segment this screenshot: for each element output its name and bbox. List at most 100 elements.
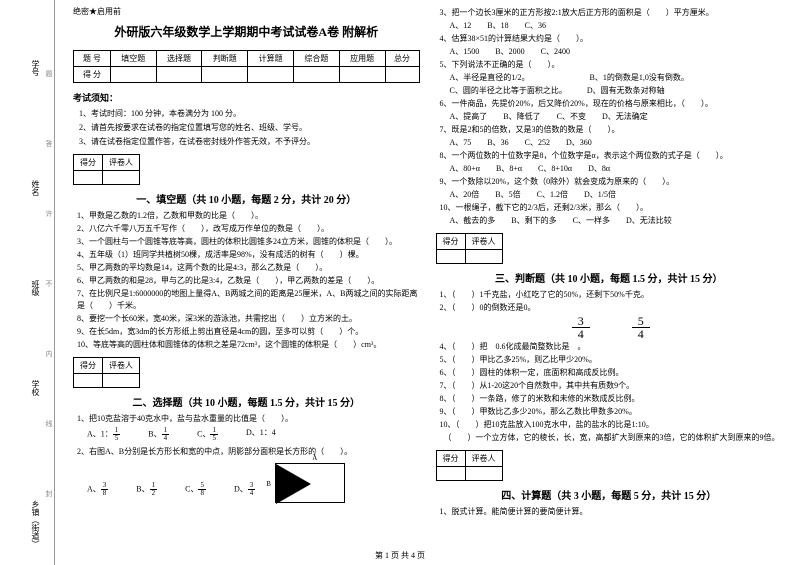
mark-cell[interactable]	[103, 170, 140, 184]
question: 1、把10克盐溶于40克水中，盐与盐水重量的比值是（ ）。	[77, 413, 420, 425]
seal-char: 题	[44, 70, 54, 77]
question: 1、甲数是乙数的1.2倍，乙数和甲数的比是（ ）。	[77, 210, 420, 222]
mark-cell: 得分	[436, 234, 465, 250]
page-footer: 第 1 页 共 4 页	[0, 550, 800, 561]
question: 6、甲乙两数的和是28，甲与乙的比是3:4，乙数是（ ），甲乙两数的差是（ ）。	[77, 275, 420, 287]
score-cell: 判断题	[202, 51, 248, 67]
options: C、圆的半径之比等于面积之比。 D、圆有无数条对称轴	[450, 85, 783, 97]
seal-char: 不	[44, 280, 54, 287]
score-cell[interactable]	[385, 67, 419, 83]
question: 3、一个圆柱与一个圆锥等底等高，圆柱的体积比圆锥多24立方米，圆锥的体积是（ ）…	[77, 236, 420, 248]
mark-cell: 得分	[74, 357, 103, 373]
score-cell[interactable]	[110, 67, 156, 83]
score-cell[interactable]	[248, 67, 294, 83]
question: 34 54	[440, 315, 783, 340]
mark-cell[interactable]	[74, 170, 103, 184]
score-cell: 选择题	[156, 51, 202, 67]
seal-char: 许	[44, 210, 54, 217]
mark-cell[interactable]	[465, 467, 502, 481]
question: 9、一个数除以20%，这个数（0除外）就会变成为原来的（ ）。	[440, 176, 783, 188]
question: 4、估算38×51的计算结果大约是（ ）。	[440, 33, 783, 45]
options: A、1500 B、2000 C、2400	[450, 46, 783, 58]
question: 6、一件商品，先提价20%，后又降价20%，现在的价格与原来相比，（ ）。	[440, 98, 783, 110]
opt: A、1：	[87, 429, 113, 438]
section-4-title: 四、计算题（共 3 小题，每题 5 分，共计 15 分）	[436, 487, 783, 502]
mark-cell[interactable]	[436, 467, 465, 481]
paper-title: 外研版六年级数学上学期期中考试试卷A卷 附解析	[73, 23, 420, 40]
question: 5、下列说法不正确的是（ ）。	[440, 59, 783, 71]
seal-char: 封	[44, 490, 54, 497]
fraction: 54	[632, 315, 650, 340]
question: 2、八亿六千零八万五千写作（ ），改写成万作单位的数是（ ）。	[77, 223, 420, 235]
options: A、提高了 B、降低了 C、不变 D、无法确定	[450, 111, 783, 123]
binding-margin: 乡镇（街道） 学校 班级 姓名 学号 封 线 内 不 许 答 题	[0, 0, 55, 565]
score-cell[interactable]	[202, 67, 248, 83]
mark-table: 得分评卷人	[436, 450, 503, 481]
score-cell: 计算题	[248, 51, 294, 67]
section-2-title: 二、选择题（共 10 小题，每题 1.5 分，共计 15 分）	[73, 394, 420, 409]
question: （ ）一个立方体，它的棱长，长，宽，高都扩大到原来的3倍，它的体积扩大到原来的9…	[440, 432, 783, 444]
mark-cell[interactable]	[74, 373, 103, 387]
mark-cell: 得分	[436, 451, 465, 467]
opt: D、1：4	[246, 427, 276, 442]
question: 1、脱式计算。能简便计算的要简便计算。	[440, 506, 783, 518]
opt: A、	[87, 484, 101, 493]
score-cell[interactable]	[293, 67, 339, 83]
field-name: 姓名	[30, 180, 41, 196]
score-cell: 应用题	[339, 51, 385, 67]
score-cell: 填空题	[110, 51, 156, 67]
options: A、20倍 B、5倍 C、1.2倍 D、1/5倍	[450, 189, 783, 201]
score-table: 题 号 填空题 选择题 判断题 计算题 综合题 应用题 总分 得 分	[73, 50, 420, 83]
options: A、截去的多 B、剩下的多 C、一样多 D、无法比较	[450, 215, 783, 227]
seal-char: 答	[44, 140, 54, 147]
notice-item: 2、请首先按要求在试卷的指定位置填写您的姓名、班级、学号。	[79, 122, 420, 133]
question: 10、等底等高的圆柱体和圆锥体的体积之差是72cm³，这个圆锥的体积是（ ）cm…	[77, 339, 420, 351]
question: 4、五年级（1）班同学共植树50棵，成活率是98%，没有成活的树有（ ）棵。	[77, 249, 420, 261]
question: 7、既是2和5的倍数，又是3的倍数的数是（ ）。	[440, 124, 783, 136]
question: 5、甲乙两数的平均数是14，这两个数的比是4:3，那么乙数是（ ）。	[77, 262, 420, 274]
opt: C、	[197, 429, 210, 438]
shaded-triangle	[276, 464, 311, 504]
options: A、75 B、36 C、252 D、360	[450, 137, 783, 149]
mark-cell[interactable]	[103, 373, 140, 387]
question: 8、一个两位数的十位数字是8，个位数字是α，表示这个两位数的式子是（ ）。	[440, 150, 783, 162]
field-township: 乡镇（街道）	[30, 500, 41, 548]
opt: D、	[234, 484, 248, 493]
options: A、80+α B、8+α C、8+10α D、8α	[450, 163, 783, 175]
mark-cell[interactable]	[436, 250, 465, 264]
mark-cell: 评卷人	[103, 357, 140, 373]
question: 1、（ ）1千克盐，小红吃了它的50%，还剩下50%千克。	[440, 289, 783, 301]
mark-cell[interactable]	[465, 250, 502, 264]
rectangle-figure: A B	[275, 463, 345, 503]
question: 8、（ ）一条路，修了的米数和未修的米数成反比例。	[440, 393, 783, 405]
score-cell: 总分	[385, 51, 419, 67]
score-cell: 得 分	[74, 67, 111, 83]
point-b-label: B	[266, 480, 271, 488]
left-column: 绝密★启用前 外研版六年级数学上学期期中考试试卷A卷 附解析 题 号 填空题 选…	[65, 6, 428, 565]
right-column: 3、把一个边长3厘米的正方形按2:1放大后正方形的面积是（ ）平方厘米。 A、1…	[428, 6, 791, 565]
mark-table: 得分评卷人	[73, 154, 140, 185]
question: 10、（ ）把10克盐放入100克水中，盐的盐水的比是1:10。	[440, 419, 783, 431]
question: 3、把一个边长3厘米的正方形按2:1放大后正方形的面积是（ ）平方厘米。	[440, 7, 783, 19]
section-3-title: 三、判断题（共 10 小题，每题 1.5 分，共计 15 分）	[436, 270, 783, 285]
question: 2、右图A、B分别是长方形长和宽的中点，阴影部分面积是长方形的（ ）。	[77, 446, 420, 458]
opt: B、	[136, 484, 149, 493]
field-school: 学校	[30, 380, 41, 396]
question: 5、（ ）甲比乙多25%，则乙比甲少20%。	[440, 354, 783, 366]
field-id: 学号	[30, 60, 41, 76]
question: 8、要挖一个长60米，宽40米，深3米的游泳池，共需挖出（ ）立方米的土。	[77, 313, 420, 325]
score-cell[interactable]	[339, 67, 385, 83]
notice-item: 3、请在试卷指定位置作答，在试卷密封线外作答无效，不予评分。	[79, 136, 420, 147]
score-cell[interactable]	[156, 67, 202, 83]
score-cell: 题 号	[74, 51, 111, 67]
point-a-label: A	[312, 454, 317, 462]
notice-heading: 考试须知：	[73, 91, 420, 104]
options: A、半径是直径的1/2。 B、1的倒数是1,0没有倒数。	[450, 72, 783, 84]
content-area: 绝密★启用前 外研版六年级数学上学期期中考试试卷A卷 附解析 题 号 填空题 选…	[55, 0, 800, 565]
mark-cell: 得分	[74, 154, 103, 170]
question: 7、在比例尺是1:6000000的地图上量得A、B两城之间的距离是25厘米，A、…	[77, 288, 420, 312]
question: 10、一根绳子，截下它的2/3后，还剩2/3米，那么（ ）。	[440, 202, 783, 214]
mark-cell: 评卷人	[465, 234, 502, 250]
fraction: 34	[572, 315, 590, 340]
field-class: 班级	[30, 280, 41, 296]
